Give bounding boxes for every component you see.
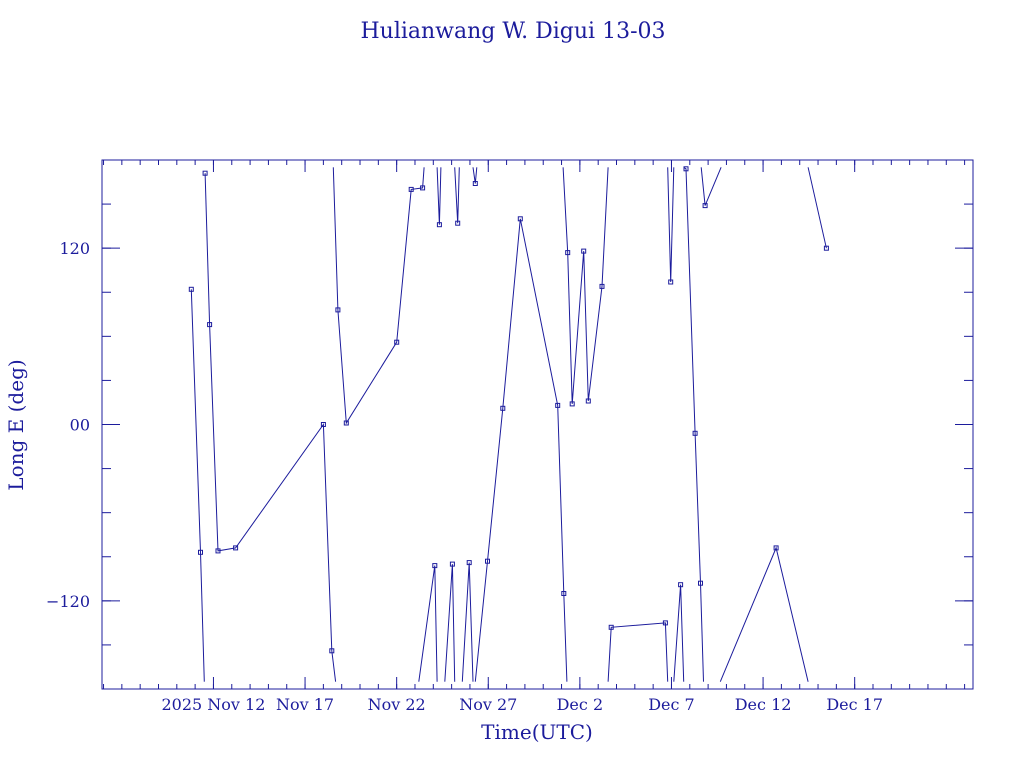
- data-point: [215, 548, 221, 554]
- x-tick-label: Dec 2: [557, 695, 604, 714]
- data-point: [188, 286, 194, 292]
- data-point: [702, 203, 708, 209]
- data-point: [517, 216, 523, 222]
- series-line: [204, 173, 337, 682]
- data-point: [683, 166, 689, 172]
- data-point: [466, 560, 472, 566]
- series-line: [562, 167, 609, 404]
- series-line: [454, 167, 460, 224]
- data-point: [455, 220, 461, 226]
- x-tick-label: Nov 22: [368, 695, 426, 714]
- series-layer: [188, 166, 829, 682]
- data-point: [668, 279, 674, 285]
- data-point: [472, 181, 478, 186]
- series-line: [607, 622, 669, 682]
- series-line: [474, 218, 568, 682]
- data-point: [773, 545, 779, 551]
- series-line: [418, 565, 438, 682]
- y-tick-label: 120: [59, 239, 90, 258]
- data-point: [329, 648, 335, 654]
- y-axis-title: Long E (deg): [4, 359, 28, 490]
- x-tick-label: Dec 17: [826, 695, 883, 714]
- major-ticks: [102, 160, 973, 689]
- data-point: [599, 283, 605, 289]
- data-point: [608, 624, 614, 630]
- series-line: [444, 564, 456, 682]
- data-point: [692, 430, 698, 436]
- series-line: [700, 167, 722, 206]
- x-axis-title: Time(UTC): [481, 720, 593, 744]
- data-point: [585, 398, 591, 404]
- minor-ticks: [102, 160, 973, 689]
- data-point: [678, 582, 684, 588]
- x-tick-label: Dec 7: [648, 695, 695, 714]
- x-tick-labels: 2025 Nov 12 Nov 17 Nov 22 Nov 27 Dec 2 Dec 7 D…: [161, 695, 883, 714]
- series-line: [719, 546, 809, 682]
- data-point: [408, 186, 414, 192]
- data-point: [662, 620, 668, 626]
- data-point: [343, 420, 349, 426]
- series-line: [472, 167, 478, 184]
- y-tick-label: −120: [46, 592, 90, 611]
- data-point: [555, 402, 561, 408]
- series-line: [667, 167, 675, 283]
- series-line: [673, 584, 685, 682]
- data-point: [198, 549, 203, 555]
- data-point: [436, 222, 442, 228]
- data-point: [698, 580, 703, 586]
- data-point: [485, 558, 490, 564]
- data-point: [449, 561, 455, 567]
- data-point: [420, 185, 426, 191]
- data-point: [335, 307, 341, 313]
- y-tick-labels: 120 00 −120: [46, 239, 90, 611]
- y-tick-label: 00: [70, 416, 90, 435]
- data-point: [581, 248, 587, 254]
- data-point: [569, 401, 575, 407]
- data-point: [207, 322, 213, 328]
- data-point: [561, 591, 567, 596]
- series-line: [461, 562, 474, 682]
- data-point: [500, 405, 506, 411]
- x-tick-label: Nov 17: [276, 695, 334, 714]
- chart-title: Hulianwang W. Digui 13-03: [360, 19, 665, 44]
- series-line: [807, 167, 827, 249]
- series-line: [436, 167, 442, 225]
- data-point: [823, 245, 829, 251]
- series-line: [190, 289, 205, 682]
- series-line: [332, 167, 425, 425]
- data-point: [202, 170, 208, 176]
- data-point: [432, 563, 438, 569]
- plot-frame: [101, 159, 974, 690]
- series-line: [683, 166, 704, 682]
- data-point: [394, 339, 400, 345]
- data-point: [320, 422, 326, 427]
- data-point: [565, 250, 571, 256]
- x-tick-label: Nov 27: [459, 695, 517, 714]
- data-point: [233, 545, 239, 551]
- x-tick-label: 2025 Nov 12: [161, 695, 265, 714]
- x-tick-label: Dec 12: [735, 695, 792, 714]
